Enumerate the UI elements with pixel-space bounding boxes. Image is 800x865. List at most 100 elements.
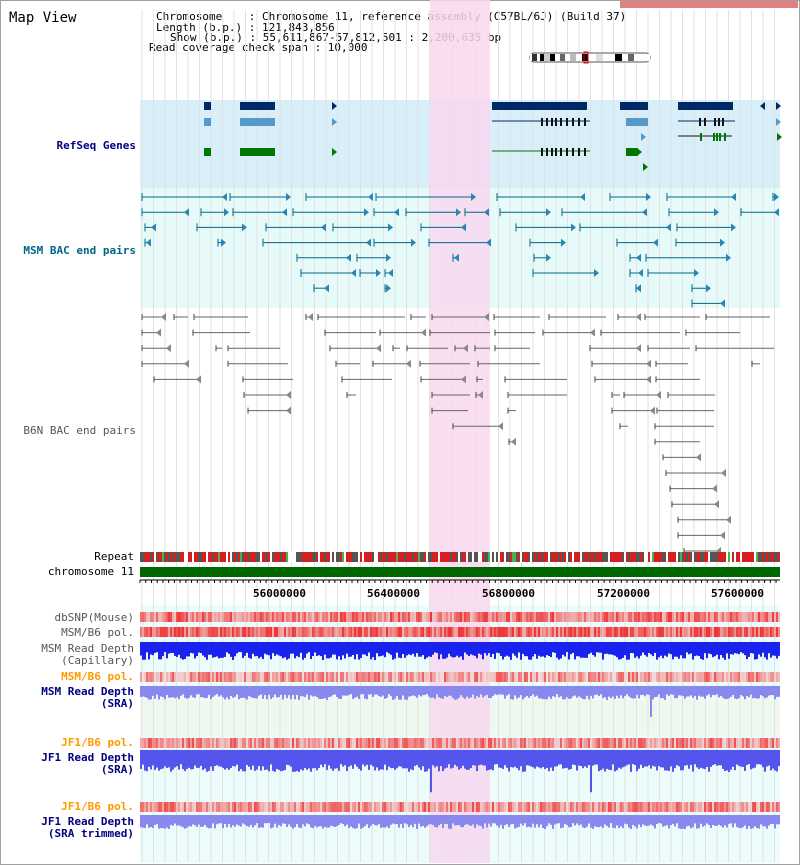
repeat-element [180,552,182,562]
repeat-element [594,552,596,562]
jf1-pol-cell [474,738,476,748]
dbsnp-cell [616,612,618,622]
msm-depth-sra-bar [736,686,738,700]
dbsnp-cell [486,612,488,622]
msm-depth-cap-bar [656,642,658,660]
msm-depth-cap-bar [376,642,378,654]
dbsnp-cell [608,612,610,622]
jf1-depth-bar [358,750,360,769]
jf1-depth-bar [330,750,332,769]
jf1-depth-bar [186,750,188,770]
msm-pol-cell [314,627,316,637]
repeat-element [446,552,448,562]
jf1-depth-bar [722,750,724,769]
jf1-pol2-cell [628,802,630,812]
jf1-trim-bar [242,815,244,824]
msm-depth-cap-bar [732,642,734,655]
msm-pol-cell [424,627,426,637]
jf1-depth-bar [472,750,474,766]
msm-depth-cap-bar [182,642,184,660]
msm-pol-cell [682,627,684,637]
dbsnp-cell [686,612,688,622]
msm-depth-cap-bar [480,642,482,655]
jf1-pol2-cell [498,802,500,812]
msm-depth-cap-bar [332,642,334,655]
msm-pol2-cell [640,672,642,682]
gene-block [620,102,648,110]
msm-depth-sra-bar [450,686,452,696]
b6n-bac-label[interactable]: B6N BAC end pairs [23,424,136,437]
jf1-depth-bar [732,750,734,767]
jf1-pol2-cell [356,802,358,812]
msm-pol2-cell [148,672,150,682]
jf1-trim-bar [698,815,700,829]
repeat-element [650,552,652,562]
repeat-element [422,552,424,562]
msm-depth-cap-bar [694,642,696,657]
jf1-pol2-cell [324,802,326,812]
jf1-pol2-cell [290,802,292,812]
jf1-depth-bar [456,750,458,767]
repeat-element [296,552,298,562]
jf1-pol-cell [526,738,528,748]
repeat-element [604,552,606,562]
msm-depth-cap-bar [392,642,394,660]
jf1-pol-cell [298,738,300,748]
gene-arrow [637,148,642,156]
jf1-depth-bar [352,750,354,769]
msm-depth-sra-bar [230,686,232,696]
jf1-pol2-cell [626,802,628,812]
msm-bac-arrow [386,284,391,293]
refseq-genes-label[interactable]: RefSeq Genes [56,139,136,152]
msm-depth-cap-bar [448,642,450,654]
dbsnp-cell [202,612,204,622]
repeat-element [500,552,502,562]
msm-depth-sra-bar [374,686,376,695]
dbsnp-cell [302,612,304,622]
jf1-pol-cell [170,738,172,748]
msm-bac-label[interactable]: MSM BAC end pairs [23,244,136,257]
jf1-pol-cell [364,738,366,748]
jf1-pol2-cell [256,802,258,812]
dbsnp-cell [194,612,196,622]
msm-depth-sra-bar [462,686,464,698]
jf1-trim-bar [742,815,744,828]
jf1-depth-bar [364,750,366,767]
jf1-trim-bar [682,815,684,829]
msm-depth-cap-bar [354,642,356,660]
msm-bac-arrow [461,223,466,232]
jf1-depth-bar [282,750,284,771]
jf1-trim-bar [452,815,454,824]
jf1-pol-cell [260,738,262,748]
jf1-pol-cell [294,738,296,748]
jf1-depth-bar [424,750,426,772]
jf1-pol2-cell [302,802,304,812]
b6n-bac-arrow [421,328,426,337]
msm-bac-arrow [653,238,658,247]
jf1-depth-bar [710,750,712,767]
msm-pol2-cell [248,672,250,682]
jf1-trim-bar [240,815,242,827]
gene-exon [713,133,715,141]
jf1-depth-bar [270,750,272,765]
msm-pol-cell [664,627,666,637]
dbsnp-cell [574,612,576,622]
repeat-element [390,552,392,562]
msm-pol2-label: MSM/B6 pol. [61,670,134,683]
msm-depth-cap-bar [458,642,460,658]
msm-bac-arrow [731,223,736,232]
jf1-trim-bar [398,815,400,828]
jf1-pol-cell [268,738,270,748]
jf1-pol-cell [696,738,698,748]
repeat-element [592,552,594,562]
repeat-element [312,552,314,562]
repeat-element [210,552,212,562]
msm-depth-sra-bar [718,686,720,698]
msm-pol-cell [548,627,550,637]
jf1-pol2-cell [338,802,340,812]
jf1-pol2-cell [376,802,378,812]
msm-depth-cap-bar [554,642,556,653]
msm-depth-cap-bar [336,642,338,660]
jf1-depth-bar [644,750,646,767]
